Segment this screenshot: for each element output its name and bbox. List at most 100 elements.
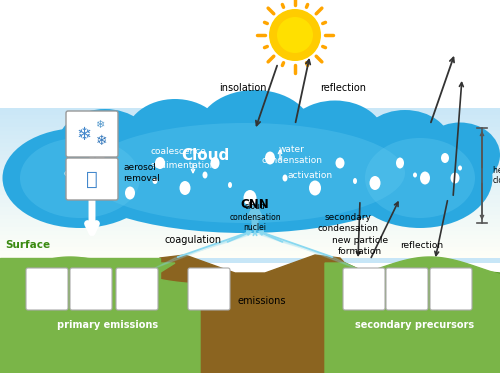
Text: secondary precursors: secondary precursors (356, 320, 474, 330)
Bar (0, 239, 500, 243)
Ellipse shape (244, 190, 256, 206)
Bar (0, 191, 500, 195)
Text: secondary
condensation: secondary condensation (318, 213, 378, 233)
Ellipse shape (20, 138, 140, 218)
Bar (0, 251, 500, 255)
Text: Cloud: Cloud (181, 147, 229, 163)
Text: reflection: reflection (400, 241, 444, 251)
Ellipse shape (413, 172, 417, 178)
Bar (0, 167, 500, 171)
Ellipse shape (69, 170, 81, 185)
Bar (0, 187, 500, 191)
Bar (0, 235, 500, 239)
Circle shape (277, 17, 313, 53)
Polygon shape (0, 258, 175, 373)
FancyBboxPatch shape (66, 158, 118, 200)
Text: primary emissions: primary emissions (58, 320, 158, 330)
Polygon shape (130, 283, 365, 373)
Ellipse shape (125, 186, 135, 200)
Ellipse shape (353, 178, 357, 184)
Ellipse shape (180, 181, 190, 195)
Polygon shape (340, 257, 500, 373)
Text: height of
cloud: height of cloud (493, 166, 500, 185)
Bar (0, 175, 500, 179)
Bar (0, 243, 500, 247)
Bar (0, 223, 500, 227)
Ellipse shape (85, 123, 405, 223)
Ellipse shape (96, 153, 104, 163)
Ellipse shape (441, 153, 449, 163)
Bar (0, 199, 500, 203)
Circle shape (269, 9, 321, 61)
Ellipse shape (198, 90, 312, 172)
FancyBboxPatch shape (26, 268, 68, 310)
Text: CNN: CNN (240, 198, 270, 211)
Bar (0, 135, 500, 139)
Bar (0, 159, 500, 163)
FancyBboxPatch shape (116, 268, 158, 310)
Bar (0, 259, 500, 263)
Bar (0, 151, 500, 155)
Bar (0, 147, 500, 151)
Bar (0, 215, 500, 219)
Ellipse shape (105, 161, 385, 229)
Bar (0, 163, 500, 167)
Bar (0, 98, 500, 108)
Text: new particle
formation: new particle formation (332, 236, 388, 256)
Bar (0, 103, 500, 107)
Polygon shape (0, 257, 200, 373)
Bar (0, 195, 500, 199)
Bar (0, 0, 500, 103)
Text: water
condensation: water condensation (262, 145, 322, 165)
Bar (0, 107, 500, 111)
Bar (0, 123, 500, 127)
Text: reflection: reflection (320, 83, 366, 93)
Bar (0, 203, 500, 207)
Text: collection: collection (63, 169, 107, 178)
Bar (0, 115, 500, 119)
Text: coagulation: coagulation (164, 235, 222, 245)
Text: emissions: emissions (238, 296, 286, 306)
Ellipse shape (370, 176, 380, 190)
FancyBboxPatch shape (430, 268, 472, 310)
Bar (0, 219, 500, 223)
Polygon shape (380, 268, 500, 373)
Ellipse shape (265, 151, 275, 164)
Bar (0, 183, 500, 187)
Bar (0, 139, 500, 143)
FancyBboxPatch shape (386, 268, 428, 310)
Ellipse shape (58, 109, 152, 181)
Ellipse shape (125, 99, 225, 177)
Bar (0, 231, 500, 235)
Ellipse shape (2, 128, 158, 228)
Ellipse shape (65, 113, 425, 233)
Ellipse shape (365, 138, 475, 218)
Ellipse shape (359, 110, 451, 180)
Bar (0, 111, 500, 115)
Text: sedimentation: sedimentation (150, 160, 216, 169)
Bar (0, 155, 500, 159)
Text: activation: activation (288, 172, 333, 181)
Text: Surface: Surface (5, 240, 50, 250)
Polygon shape (0, 258, 160, 373)
Ellipse shape (458, 166, 462, 170)
Ellipse shape (420, 122, 500, 188)
Polygon shape (155, 230, 355, 268)
Ellipse shape (285, 100, 385, 176)
Text: ❄: ❄ (96, 134, 108, 148)
Text: aerosol
removal: aerosol removal (123, 163, 160, 183)
Bar (0, 285, 500, 373)
FancyBboxPatch shape (188, 268, 230, 310)
Ellipse shape (309, 181, 321, 195)
Polygon shape (325, 263, 500, 373)
Bar (0, 171, 500, 175)
Text: cloud
condensation
nuclei: cloud condensation nuclei (229, 202, 281, 232)
FancyBboxPatch shape (343, 268, 385, 310)
Ellipse shape (282, 175, 288, 182)
Bar (0, 119, 500, 123)
Bar (0, 207, 500, 211)
Ellipse shape (348, 128, 492, 228)
Bar (0, 227, 500, 231)
FancyBboxPatch shape (66, 111, 118, 157)
Bar (0, 211, 500, 215)
